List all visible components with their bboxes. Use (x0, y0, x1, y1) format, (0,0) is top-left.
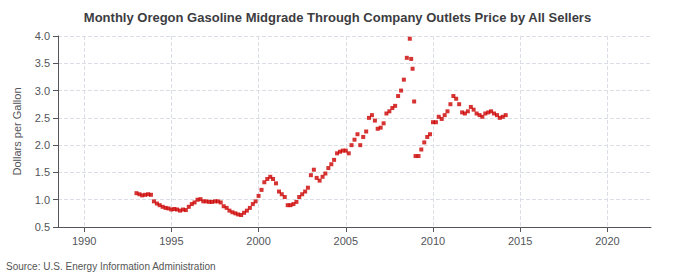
svg-text:2020: 2020 (595, 235, 619, 247)
svg-text:3.5: 3.5 (35, 57, 50, 69)
svg-text:Dollars per Gallon: Dollars per Gallon (11, 87, 23, 175)
svg-text:1.5: 1.5 (35, 166, 50, 178)
svg-text:Monthly Oregon Gasoline Midgra: Monthly Oregon Gasoline Midgrade Through… (84, 10, 591, 25)
svg-text:0.5: 0.5 (35, 221, 50, 233)
svg-text:Source: U.S. Energy Informatio: Source: U.S. Energy Information Administ… (6, 261, 216, 272)
svg-text:2000: 2000 (246, 235, 270, 247)
svg-text:1990: 1990 (72, 235, 96, 247)
svg-text:1995: 1995 (159, 235, 183, 247)
svg-text:2.0: 2.0 (35, 139, 50, 151)
svg-text:2015: 2015 (508, 235, 532, 247)
svg-text:1.0: 1.0 (35, 194, 50, 206)
svg-text:2.5: 2.5 (35, 112, 50, 124)
svg-text:2005: 2005 (334, 235, 358, 247)
svg-text:3.0: 3.0 (35, 85, 50, 97)
svg-text:4.0: 4.0 (35, 30, 50, 42)
svg-text:2010: 2010 (421, 235, 445, 247)
